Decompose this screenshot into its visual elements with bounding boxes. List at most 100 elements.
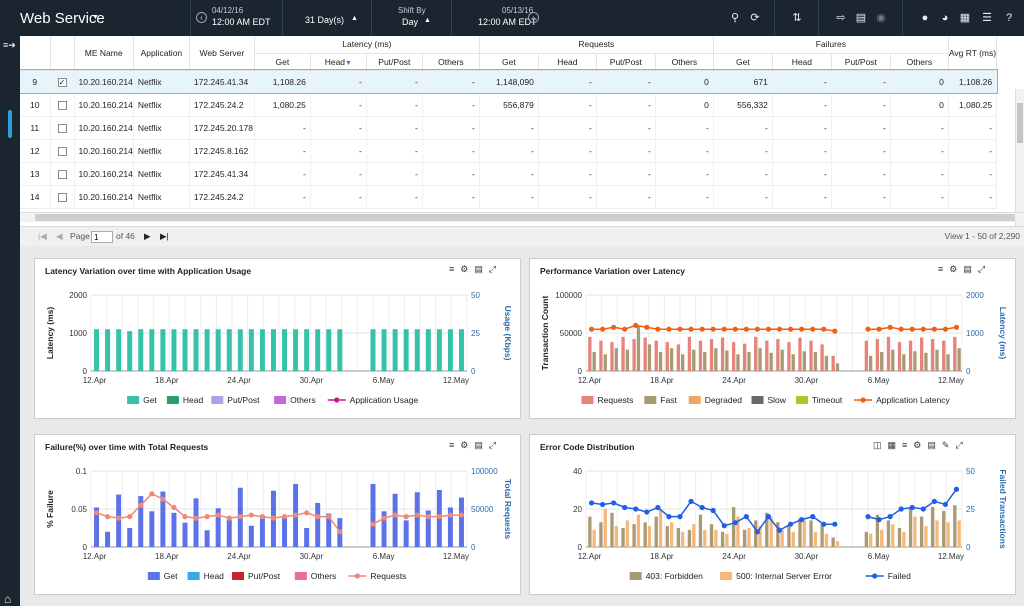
last-page-icon[interactable]: ▶|	[160, 231, 169, 241]
menu-icon[interactable]: ☰	[982, 12, 992, 24]
split-icon[interactable]: ⇅	[792, 12, 802, 24]
legend-label: Requests	[598, 395, 634, 405]
scroll-thumb[interactable]	[1017, 103, 1023, 143]
col-web-server[interactable]: Web Server	[189, 36, 255, 71]
bar	[864, 340, 868, 371]
col-failures-head[interactable]: Head	[772, 53, 832, 71]
bar	[787, 342, 791, 371]
table-row[interactable]: 12 10.20.160.214 Netflix 172.245.8.162- - - - -…	[20, 139, 998, 163]
next-page-icon[interactable]: ▶	[144, 231, 151, 241]
settings-icon[interactable]: ⚙	[460, 440, 475, 450]
settings-icon[interactable]: ⚙	[913, 440, 928, 450]
vertical-scrollbar[interactable]	[1015, 89, 1024, 226]
row-checkbox[interactable]	[50, 93, 75, 117]
duration-select[interactable]: 31 Day(s)	[305, 15, 345, 25]
col-latency-others[interactable]: Others	[422, 53, 480, 71]
expand-icon[interactable]: ⤢	[488, 264, 503, 274]
window-icon[interactable]: ▤	[474, 264, 489, 274]
col-failures-others[interactable]: Others	[890, 53, 949, 71]
cell-value: -	[890, 139, 949, 163]
col-requests-get[interactable]: Get	[479, 53, 539, 71]
table-icon[interactable]: ▦	[887, 440, 903, 450]
table-row[interactable]: 10 10.20.160.214 Netflix 172.245.24.2 1,080.…	[20, 93, 998, 117]
table-row[interactable]: 9 ✓ 10.20.160.214 Netflix 172.245.41.34 1,108…	[20, 69, 998, 94]
row-checkbox[interactable]	[50, 139, 75, 163]
bar	[957, 520, 961, 547]
col-latency-head[interactable]: Head▼	[310, 53, 367, 71]
col-requests-put[interactable]: Put/Post	[596, 53, 656, 71]
first-page-icon[interactable]: |◀	[38, 231, 47, 241]
title-dropdown-icon[interactable]: ▼	[92, 14, 99, 21]
col-latency-put[interactable]: Put/Post	[366, 53, 423, 71]
filter-icon[interactable]: ≡	[902, 440, 914, 450]
scroll-thumb[interactable]	[35, 214, 1015, 221]
settings-icon[interactable]: ⚙	[949, 264, 964, 274]
bar	[791, 531, 795, 547]
end-time[interactable]: 12:00 AM EDT	[478, 17, 537, 27]
search-icon[interactable]: ⚲	[730, 12, 740, 24]
cell-value: -	[479, 162, 539, 186]
expand-icon[interactable]: ⤢	[977, 264, 992, 274]
cell-value: 1,148,090	[479, 70, 539, 94]
filter-icon[interactable]: ≡	[938, 264, 950, 274]
bar	[204, 329, 210, 371]
col-failures-put[interactable]: Put/Post	[831, 53, 891, 71]
expand-icon[interactable]: ⤢	[488, 440, 503, 450]
line-point	[599, 501, 606, 508]
bar	[588, 516, 592, 547]
prev-range-icon[interactable]: ‹	[196, 12, 207, 23]
expand-icon[interactable]: ⤢	[955, 440, 969, 450]
shift-select[interactable]: Day	[402, 17, 419, 27]
line-point	[666, 514, 672, 520]
col-requests-others[interactable]: Others	[655, 53, 714, 71]
edit-icon[interactable]: ✎	[941, 440, 956, 450]
line-point	[931, 326, 937, 332]
start-time[interactable]: 12:00 AM EDT	[212, 17, 271, 27]
pie-icon[interactable]: ◕	[941, 12, 949, 24]
col-latency-get[interactable]: Get	[254, 53, 311, 71]
bar	[676, 528, 680, 547]
page-input[interactable]	[91, 231, 113, 243]
duration-caret-icon[interactable]: ▲	[351, 15, 358, 22]
col-failures-get[interactable]: Get	[713, 53, 773, 71]
x-tick-label: 30.Apr	[795, 552, 819, 561]
search-refresh-icon[interactable]: ⟳	[750, 12, 760, 24]
settings-icon[interactable]: ⚙	[460, 264, 475, 274]
globe-icon[interactable]: ◉	[876, 12, 886, 24]
next-range-icon[interactable]: ›	[528, 12, 539, 23]
row-checkbox[interactable]	[50, 116, 75, 140]
row-checkbox[interactable]	[50, 185, 75, 209]
report-icon[interactable]: ▦	[959, 12, 971, 24]
window-icon[interactable]: ▤	[474, 440, 489, 450]
horizontal-scrollbar[interactable]	[20, 212, 1024, 222]
window-icon[interactable]: ▤	[963, 264, 978, 274]
compare-icon[interactable]: ◫	[873, 440, 888, 450]
col-avg-rt[interactable]: Avg RT (ms)	[948, 36, 998, 71]
col-application[interactable]: Application	[133, 36, 190, 71]
cell-value: -	[538, 162, 597, 186]
export-icon[interactable]: ⇨	[836, 12, 846, 24]
expand-sidebar-icon[interactable]: ≡➜	[3, 40, 16, 50]
row-checkbox[interactable]: ✓	[50, 70, 75, 94]
row-checkbox[interactable]	[50, 162, 75, 186]
col-me-name[interactable]: ME Name	[74, 36, 134, 71]
filter-icon[interactable]: ≡	[449, 440, 461, 450]
legend-swatch	[166, 396, 179, 404]
layout-icon[interactable]: ▤	[855, 12, 867, 24]
help-icon[interactable]: ?	[1005, 12, 1013, 24]
prev-page-icon[interactable]: ◀	[56, 231, 63, 241]
line-point	[688, 498, 694, 504]
filter-icon[interactable]: ≡	[449, 264, 461, 274]
table-row[interactable]: 13 10.20.160.214 Netflix 172.245.41.34- - - - -…	[20, 162, 998, 186]
col-requests-head[interactable]: Head	[538, 53, 597, 71]
home-icon[interactable]: ⌂	[4, 592, 12, 606]
table-row[interactable]: 11 10.20.160.214 Netflix 172.245.20.178- - - -…	[20, 116, 998, 140]
window-icon[interactable]: ▤	[927, 440, 942, 450]
table-row[interactable]: 14 10.20.160.214 Netflix 172.245.24.2- - - - - -…	[20, 185, 998, 209]
cell-value: -	[831, 162, 891, 186]
shift-caret-icon[interactable]: ▲	[424, 17, 431, 24]
bar	[880, 352, 884, 371]
bar	[824, 355, 829, 371]
cell-value: -	[254, 185, 311, 209]
user-settings-icon[interactable]: ●	[921, 12, 929, 24]
